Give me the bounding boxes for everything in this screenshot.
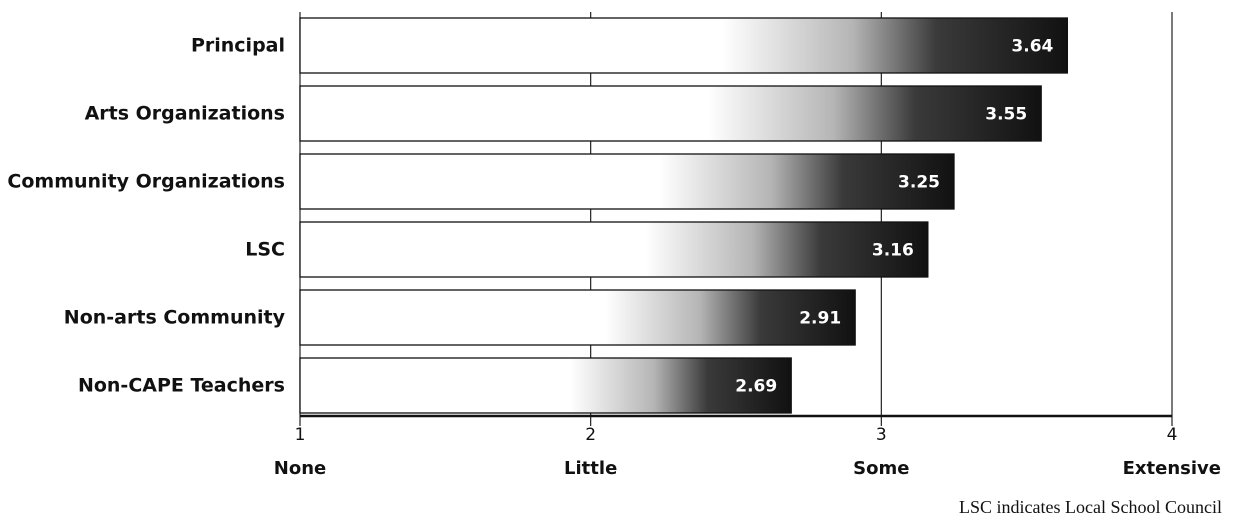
bar-value-label: 3.55 — [985, 105, 1027, 125]
bar — [299, 289, 856, 346]
bars: 3.64 3.55 3.25 3.16 2.91 2.69 — [299, 17, 1069, 414]
bar — [299, 153, 955, 210]
bar-value-label: 2.69 — [735, 377, 777, 397]
category-label: Non-CAPE Teachers — [78, 375, 285, 397]
bar — [299, 17, 1069, 74]
category-label: Non-arts Community — [64, 307, 286, 329]
x-tick-word: None — [274, 458, 326, 479]
x-tick-word: Extensive — [1123, 458, 1221, 479]
bar-value-label: 3.25 — [898, 173, 940, 193]
x-tick-word: Some — [853, 458, 909, 479]
gridlines — [299, 12, 1173, 426]
bar-value-label: 3.64 — [1011, 37, 1053, 57]
category-labels: Principal Arts Organizations Community Org… — [7, 35, 285, 397]
x-tick-label: 3 — [876, 425, 887, 445]
x-tick-label: 1 — [295, 425, 306, 445]
bar — [299, 357, 792, 414]
category-label: Principal — [191, 35, 285, 57]
bar-value-label: 3.16 — [872, 241, 914, 261]
bar-value-label: 2.91 — [799, 309, 841, 329]
x-tick-label: 4 — [1167, 425, 1178, 445]
category-label: Arts Organizations — [85, 103, 285, 125]
x-axis: 1 None 2 Little 3 Some 4 Extensive — [274, 414, 1221, 479]
x-tick-word: Little — [564, 458, 617, 479]
category-label: Community Organizations — [7, 171, 285, 193]
footnote: LSC indicates Local School Council — [959, 497, 1222, 517]
x-tick-label: 2 — [585, 425, 596, 445]
bar — [299, 85, 1042, 142]
bar — [299, 221, 929, 278]
category-label: LSC — [245, 239, 285, 261]
